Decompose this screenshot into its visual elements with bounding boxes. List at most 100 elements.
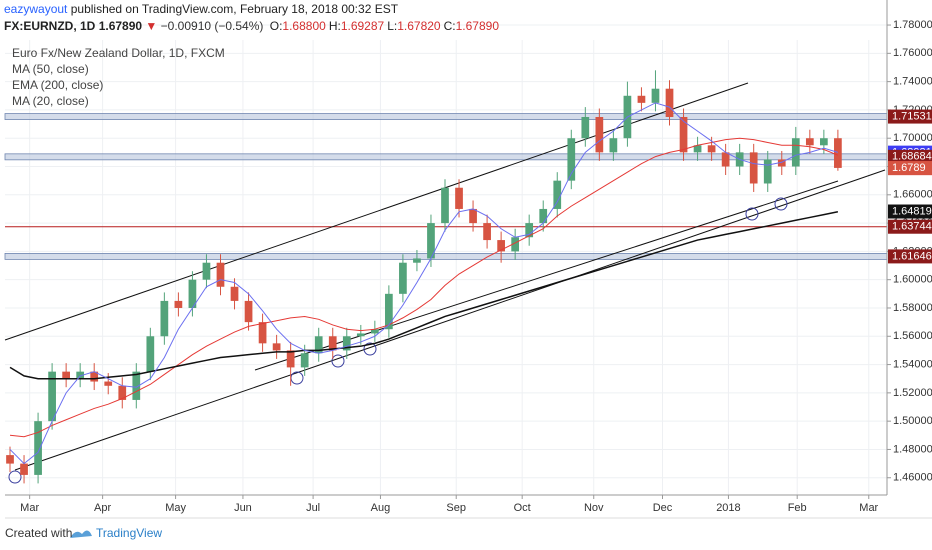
candle-body — [539, 208, 548, 224]
candle-body — [342, 336, 351, 351]
candle-body — [34, 421, 42, 475]
candle-body — [763, 159, 772, 184]
low-circle — [8, 470, 22, 484]
candle-body — [721, 152, 730, 167]
price-tag — [888, 161, 932, 176]
trend-line — [4, 82, 749, 341]
x-tick-label: Jun — [234, 502, 252, 514]
x-tick-label: Nov — [584, 502, 604, 514]
trend-line — [254, 180, 839, 371]
price-tag — [888, 219, 932, 234]
price-tag — [888, 149, 932, 164]
price-tag — [888, 204, 932, 219]
ohlc-key: C: — [443, 19, 456, 33]
candle-body — [76, 371, 85, 379]
x-tick-label: Mar — [859, 502, 878, 514]
candle-body — [553, 180, 562, 209]
low-circle — [331, 354, 345, 368]
y-tick-label: 1.70000 — [893, 132, 932, 144]
candle-body — [749, 152, 758, 184]
price-tag-label: 1.63744 — [892, 221, 932, 233]
price-tag-label: 1.61646 — [892, 250, 932, 262]
y-tick-label: 1.56000 — [893, 330, 932, 342]
candle-body — [48, 371, 56, 422]
grid — [4, 24, 888, 495]
low-circle — [363, 342, 377, 356]
low-circle — [290, 371, 304, 385]
header-line-1: eazywayout published on TradingView.com,… — [4, 2, 398, 16]
low-circle — [745, 207, 759, 221]
candle-body — [118, 385, 127, 400]
ohlc-value: 1.67890 — [455, 19, 499, 33]
candle-body — [567, 138, 576, 181]
header-line-2: FX:EURNZD, 1D 1.67890 ▼ −0.00910 (−0.54%… — [4, 19, 499, 33]
candle-body — [581, 116, 590, 139]
candle-body — [637, 95, 646, 103]
x-tick-label: Dec — [653, 502, 673, 514]
candle-body — [90, 371, 99, 382]
x-tick-label: Jul — [306, 502, 320, 514]
candle-body — [174, 300, 183, 308]
candle-body — [6, 455, 14, 464]
price-tag-label: 1.64819 — [892, 205, 932, 217]
y-tick-label: 1.60000 — [893, 274, 932, 286]
logo-cloud — [70, 530, 92, 538]
candle-body — [511, 237, 520, 252]
symbol: FX:EURNZD, 1D — [4, 19, 96, 33]
down-arrow: ▼ — [145, 19, 158, 33]
x-tick-label: Mar — [20, 502, 39, 514]
candle-body — [469, 208, 477, 224]
candle-body — [819, 138, 828, 146]
price-tag-label: 1.68684 — [892, 151, 932, 163]
brand[interactable]: TradingView — [96, 526, 163, 540]
channel-lines — [4, 82, 886, 471]
published: published on TradingView.com, February 1… — [70, 2, 399, 16]
candle-body — [693, 145, 702, 153]
candle-body — [202, 262, 211, 280]
x-tick-label: May — [165, 502, 186, 514]
candle-body — [216, 262, 225, 287]
author[interactable]: eazywayout — [4, 2, 68, 16]
candle-body — [370, 329, 379, 334]
level-zone — [4, 113, 888, 120]
candle-body — [272, 343, 281, 351]
candle-body — [497, 240, 505, 252]
tv-logo — [70, 530, 92, 538]
candle-body — [300, 353, 309, 368]
ohlc-key: H: — [328, 19, 341, 33]
candle-body — [413, 258, 421, 263]
ma-line — [9, 137, 839, 438]
ohlc-key: O: — [269, 19, 283, 33]
ohlc-value: 1.69287 — [340, 19, 385, 33]
candle-body — [188, 279, 197, 308]
legend-entry: MA (20, close) — [12, 94, 89, 108]
candle-body — [455, 187, 463, 209]
legend-entry: MA (50, close) — [12, 62, 89, 76]
candle-body — [258, 322, 267, 344]
candle-body — [132, 371, 141, 400]
candle-body — [595, 116, 604, 153]
candle-body — [399, 262, 407, 294]
y-tick-label: 1.78000 — [893, 19, 932, 31]
x-tick-label: Feb — [788, 502, 807, 514]
ohlc-value: 1.67820 — [397, 19, 441, 33]
y-tick-label: 1.76000 — [893, 47, 932, 59]
last: 1.67890 — [98, 19, 143, 33]
y-tick-label: 1.74000 — [893, 76, 932, 88]
candle-body — [483, 223, 491, 241]
candle-body — [385, 293, 393, 330]
ma-line — [9, 102, 839, 465]
x-tick-label: Oct — [514, 502, 531, 514]
y-tick-label: 1.50000 — [893, 415, 932, 427]
candle-body — [777, 159, 786, 167]
candle-body — [314, 336, 323, 354]
candle-body — [20, 463, 28, 475]
ma-line — [9, 211, 839, 380]
x-tick-label: Apr — [94, 502, 111, 514]
candle-body — [609, 138, 618, 153]
candle-body — [441, 187, 449, 224]
legend-entry: EMA (200, close) — [12, 78, 104, 92]
x-tick-label: 2018 — [716, 502, 740, 514]
